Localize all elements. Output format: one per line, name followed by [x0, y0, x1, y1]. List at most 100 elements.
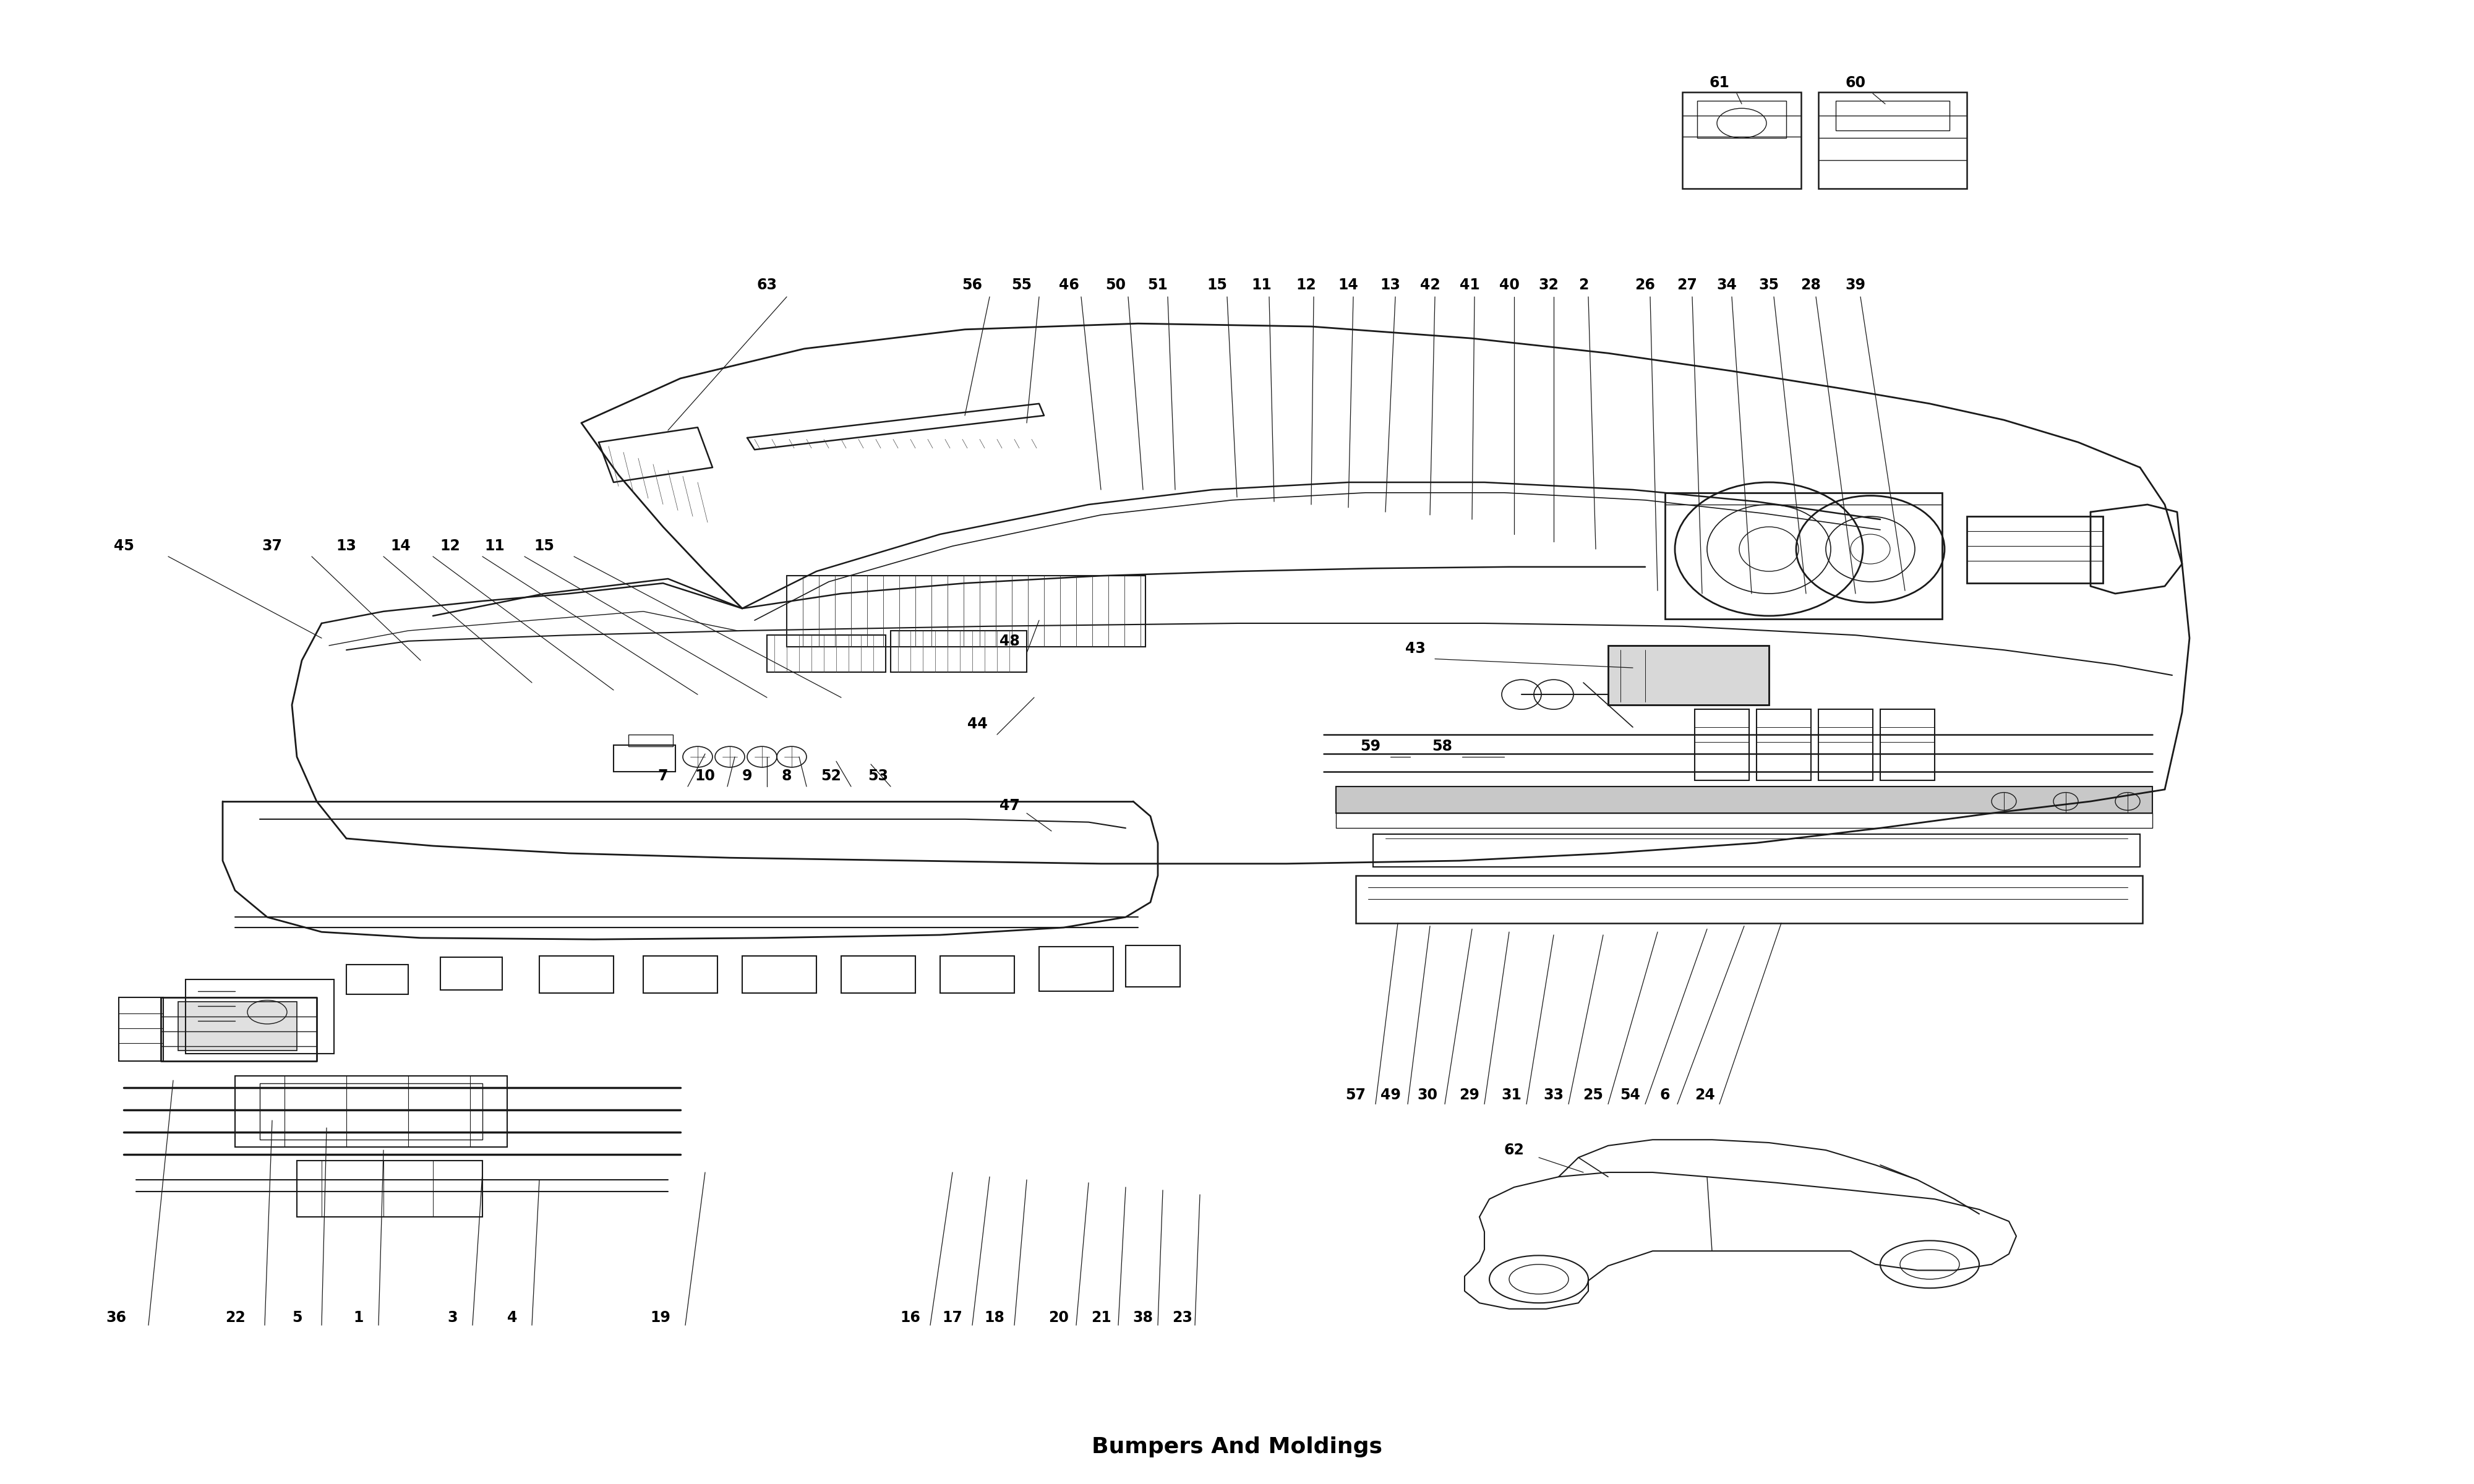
Bar	[1336, 787, 2152, 813]
Text: 38: 38	[1133, 1310, 1153, 1325]
Bar	[1880, 709, 1935, 781]
Bar	[940, 956, 1014, 993]
Text: 57: 57	[1346, 1088, 1366, 1103]
Bar	[614, 745, 675, 772]
Text: 62: 62	[1504, 1143, 1524, 1158]
Text: 22: 22	[225, 1310, 245, 1325]
Text: 17: 17	[943, 1310, 962, 1325]
Text: 56: 56	[962, 278, 982, 292]
Text: 60: 60	[1846, 76, 1865, 91]
Bar	[742, 956, 816, 993]
Text: 12: 12	[1296, 278, 1316, 292]
Bar	[1818, 92, 1967, 188]
Bar	[1608, 646, 1769, 705]
Bar	[628, 735, 673, 746]
Text: 20: 20	[1049, 1310, 1069, 1325]
Text: 52: 52	[821, 769, 841, 784]
Text: 32: 32	[1539, 278, 1559, 292]
Bar	[643, 956, 717, 993]
Text: 6: 6	[1660, 1088, 1670, 1103]
Bar	[346, 965, 408, 994]
Text: 4: 4	[507, 1310, 517, 1325]
Text: 55: 55	[1012, 278, 1032, 292]
Bar	[1126, 945, 1180, 987]
Text: Bumpers And Moldings: Bumpers And Moldings	[1091, 1437, 1383, 1457]
Bar	[539, 956, 614, 993]
Bar	[297, 1160, 482, 1217]
Text: 7: 7	[658, 769, 668, 784]
Text: 51: 51	[1148, 278, 1168, 292]
Bar	[178, 1002, 297, 1051]
Bar	[767, 635, 886, 672]
Text: 14: 14	[391, 539, 411, 554]
Text: 39: 39	[1846, 278, 1865, 292]
Text: 47: 47	[999, 798, 1019, 813]
Bar	[1336, 813, 2152, 828]
Bar	[1356, 876, 2142, 923]
Bar	[119, 997, 163, 1061]
Text: 31: 31	[1502, 1088, 1522, 1103]
Text: 46: 46	[1059, 278, 1079, 292]
Text: 25: 25	[1583, 1088, 1603, 1103]
Text: 43: 43	[1405, 641, 1425, 656]
Bar	[1967, 516, 2103, 583]
Text: 13: 13	[336, 539, 356, 554]
Text: 15: 15	[534, 539, 554, 554]
Bar	[260, 1083, 482, 1140]
Text: 16: 16	[901, 1310, 920, 1325]
Bar	[1818, 709, 1873, 781]
Text: 61: 61	[1710, 76, 1729, 91]
Text: 42: 42	[1420, 278, 1440, 292]
Text: 35: 35	[1759, 278, 1779, 292]
Text: 58: 58	[1432, 739, 1452, 754]
Bar	[186, 979, 334, 1054]
Bar	[1757, 709, 1811, 781]
Text: 40: 40	[1499, 278, 1519, 292]
Text: 59: 59	[1361, 739, 1380, 754]
Text: 54: 54	[1620, 1088, 1640, 1103]
Text: 50: 50	[1106, 278, 1126, 292]
Text: 19: 19	[651, 1310, 670, 1325]
Text: 45: 45	[114, 539, 134, 554]
Text: 2: 2	[1578, 278, 1588, 292]
Text: 27: 27	[1677, 278, 1697, 292]
Text: 24: 24	[1695, 1088, 1714, 1103]
Bar	[1697, 101, 1786, 138]
Text: 63: 63	[757, 278, 777, 292]
Text: 23: 23	[1173, 1310, 1192, 1325]
Text: 1: 1	[354, 1310, 364, 1325]
Text: 18: 18	[985, 1310, 1004, 1325]
Bar	[841, 956, 915, 993]
Bar	[1665, 493, 1942, 619]
Text: 36: 36	[106, 1310, 126, 1325]
Bar	[1695, 709, 1749, 781]
Text: 11: 11	[1252, 278, 1272, 292]
Text: 34: 34	[1717, 278, 1737, 292]
Text: 9: 9	[742, 769, 752, 784]
Bar	[891, 631, 1027, 672]
Text: 44: 44	[967, 717, 987, 732]
Text: 11: 11	[485, 539, 505, 554]
Text: 15: 15	[1207, 278, 1227, 292]
Text: 12: 12	[440, 539, 460, 554]
Text: 3: 3	[448, 1310, 458, 1325]
Text: 53: 53	[868, 769, 888, 784]
Bar	[1608, 646, 1769, 705]
Bar	[1836, 101, 1950, 131]
Bar	[787, 576, 1145, 647]
Text: 37: 37	[262, 539, 282, 554]
Text: 10: 10	[695, 769, 715, 784]
Text: 5: 5	[292, 1310, 302, 1325]
Text: 28: 28	[1801, 278, 1821, 292]
Text: 41: 41	[1460, 278, 1479, 292]
Text: 13: 13	[1380, 278, 1400, 292]
Bar	[440, 957, 502, 990]
Text: 14: 14	[1338, 278, 1358, 292]
Bar	[235, 1076, 507, 1147]
Text: 33: 33	[1544, 1088, 1564, 1103]
Bar	[1039, 947, 1113, 991]
Text: 49: 49	[1380, 1088, 1400, 1103]
Text: 8: 8	[782, 769, 792, 784]
Bar	[1682, 92, 1801, 188]
Text: 48: 48	[999, 634, 1019, 649]
